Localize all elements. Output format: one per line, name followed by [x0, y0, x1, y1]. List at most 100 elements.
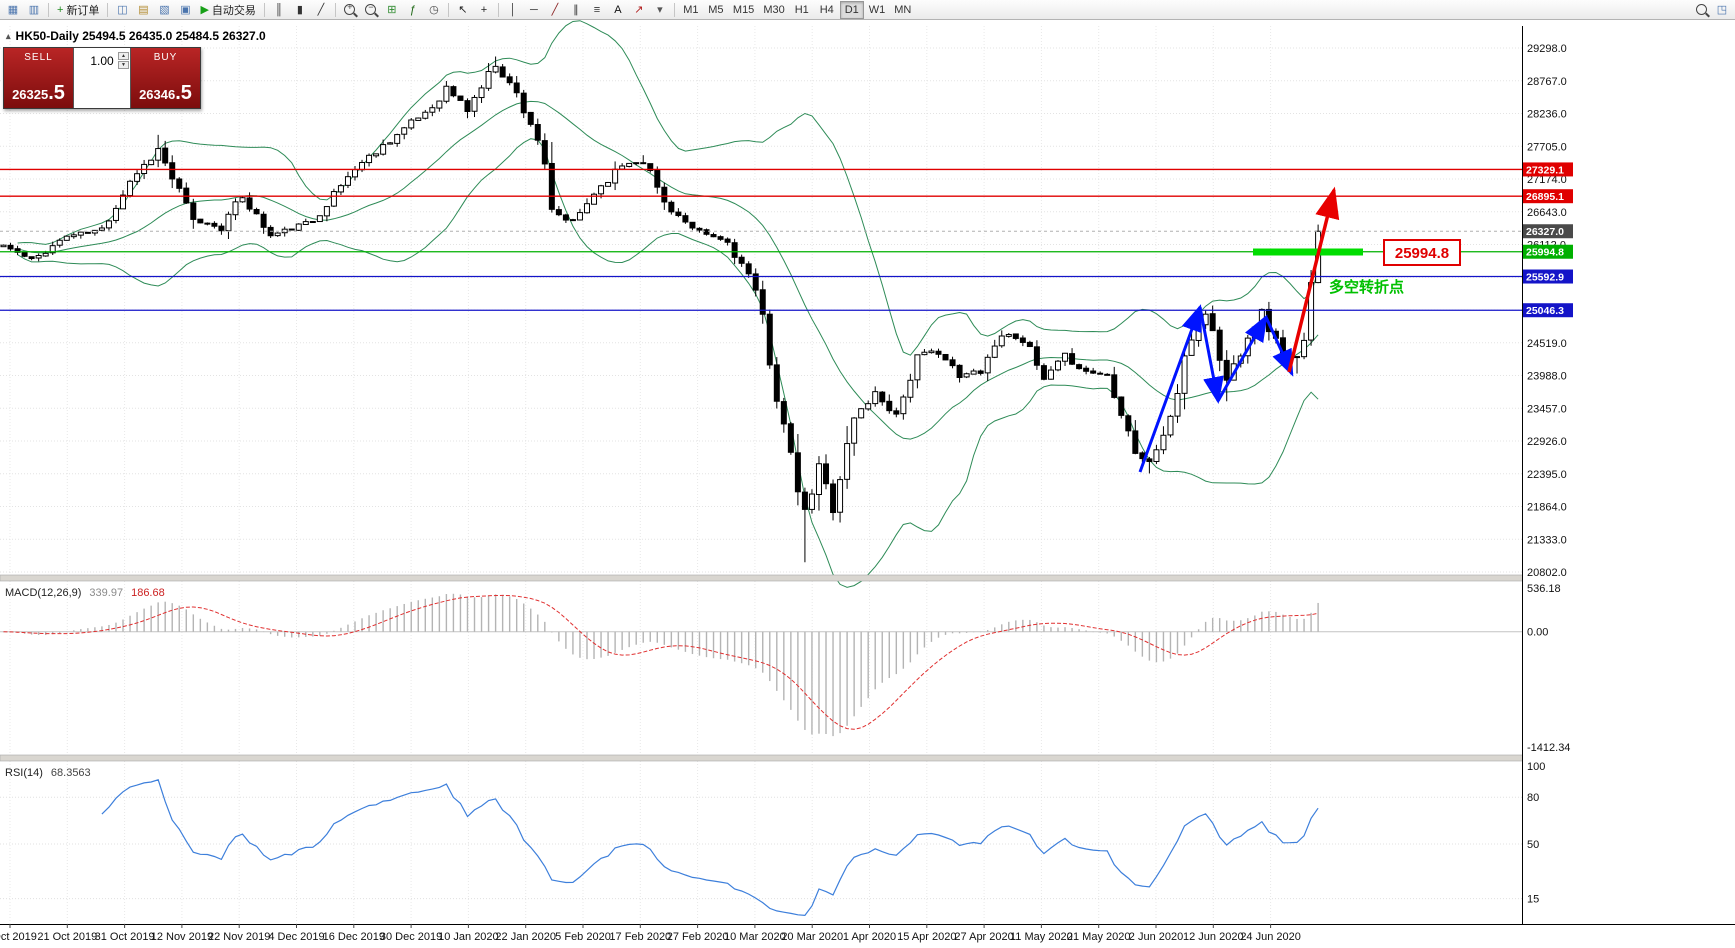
zoom-out-icon [365, 3, 377, 15]
terminal-button[interactable]: ▣ [175, 1, 195, 19]
tile-windows-button[interactable]: ⊞ [382, 1, 402, 19]
objects-dropdown-button[interactable]: ▾ [650, 1, 670, 19]
zig-zag-arrow-segment[interactable] [1216, 314, 1268, 402]
zoom-in-button[interactable] [340, 1, 360, 19]
price-scale[interactable]: 29298.0 28767.0 28236.0 27705.0 27174.0 26643… [1523, 43, 1573, 906]
zig-zag-arrow-segment[interactable] [1198, 306, 1224, 404]
search-button[interactable] [1691, 1, 1711, 19]
price-badge [1523, 269, 1573, 284]
macd-panel: MACD(12,26,9) 339.97 186.68 [0, 587, 1522, 737]
chart-title: ▴ HK50-Daily 25494.5 26435.0 25484.5 263… [6, 29, 266, 43]
new-chart-icon: ▦ [7, 4, 19, 16]
navigator-button[interactable]: ▧ [154, 1, 174, 19]
timeframe-h4-button[interactable]: H4 [815, 1, 839, 19]
volume-input[interactable] [83, 52, 121, 70]
timeframe-d1-button[interactable]: D1 [839, 0, 864, 19]
bullish-projection-arrow[interactable] [1287, 186, 1340, 373]
x-axis-label: 9 Oct 2019 [0, 931, 37, 943]
x-axis-label: 27 Feb 2020 [667, 931, 729, 943]
support-highlight-bar[interactable] [1253, 248, 1363, 256]
zig-zag-arrow-segment[interactable] [1138, 304, 1202, 473]
x-axis-label: 31 Oct 2019 [95, 931, 155, 943]
y-axis-label: 20802.0 [1527, 567, 1567, 579]
new-order-button[interactable]: + 新订单 [53, 1, 103, 19]
x-axis-label: 4 Dec 2019 [268, 931, 324, 943]
panel-splitter[interactable] [0, 574, 1735, 582]
x-axis-label: 10 Jan 2020 [438, 931, 499, 943]
timeframe-m1-button[interactable]: M1 [679, 1, 703, 19]
quick-help-button[interactable]: ◳ [1712, 1, 1732, 19]
price-badge [1523, 303, 1573, 318]
trendline-button[interactable]: ╱ [545, 1, 565, 19]
line-chart-button[interactable]: ╱ [311, 1, 331, 19]
sell-label: SELL [24, 52, 53, 63]
price-badge-label: 25994.8 [1526, 247, 1564, 259]
navigator-icon: ▧ [159, 4, 170, 16]
toolbar-separator [107, 2, 109, 17]
panel-splitter[interactable] [0, 754, 1735, 762]
timeframe-m15-button[interactable]: M15 [729, 1, 758, 19]
profiles-button[interactable]: ▥ [24, 1, 44, 19]
timeframe-mn-button[interactable]: MN [890, 1, 915, 19]
new-chart-button[interactable]: ▦ [3, 1, 23, 19]
annotations-layer: 25994.8 多空转折点 [1138, 186, 1461, 473]
rsi-panel: RSI(14) 68.3563 [0, 767, 1522, 917]
y-axis-label: 28236.0 [1527, 109, 1567, 121]
toolbar-separator [263, 2, 265, 17]
pivot-point-label: 多空转折点 [1329, 278, 1404, 296]
x-axis-label: 12 Nov 2019 [151, 931, 213, 943]
vertical-line-button[interactable]: │ [503, 1, 523, 19]
sell-button[interactable]: SELL 26325.5 [4, 48, 73, 108]
y-axis-label: -1412.34 [1527, 742, 1570, 754]
y-axis-label: 15 [1527, 894, 1539, 906]
timeframe-w1-button[interactable]: W1 [865, 1, 890, 19]
price-tag-box[interactable] [1383, 239, 1461, 266]
terminal-icon: ▣ [180, 4, 191, 16]
one-click-trading-panel: SELL 26325.5 ▲ ▼ BUY 26346.5 [3, 47, 201, 109]
auto-trading-button[interactable]: ▶ 自动交易 [196, 1, 259, 19]
current-price-badge-label: 26327.0 [1526, 226, 1564, 238]
crosshair-button[interactable]: + [474, 1, 494, 19]
candlestick-chart-button[interactable]: ▮ [290, 1, 310, 19]
quick-help-icon: ◳ [1716, 4, 1728, 16]
x-axis-label: 21 Oct 2019 [37, 931, 97, 943]
toolbar-separator [447, 2, 449, 17]
fibonacci-button[interactable]: ≡ [587, 1, 607, 19]
buy-price: 26346.5 [139, 82, 192, 104]
timeframe-m30-button[interactable]: M30 [759, 1, 788, 19]
zoom-out-button[interactable] [361, 1, 381, 19]
profiles-icon: ▥ [28, 4, 40, 16]
y-axis-label: 80 [1527, 792, 1539, 804]
x-axis-label: 10 Mar 2020 [724, 931, 786, 943]
buy-button[interactable]: BUY 26346.5 [131, 48, 200, 108]
timeframe-h1-button[interactable]: H1 [790, 1, 814, 19]
chart-windows-button[interactable]: ◫ [112, 1, 132, 19]
timeframe-m5-button[interactable]: M5 [704, 1, 728, 19]
indicators-button[interactable]: ƒ [403, 1, 423, 19]
chart-shift-marker-icon: ▴ [6, 30, 11, 41]
arrows-button[interactable]: ↗ [629, 1, 649, 19]
sell-price: 26325.5 [12, 82, 65, 104]
horizontal-line-button[interactable]: ─ [524, 1, 544, 19]
bar-chart-button[interactable]: ║ [269, 1, 289, 19]
chart-plot-area[interactable] [0, 26, 1522, 924]
price-badge-label: 25046.3 [1526, 305, 1564, 317]
volume-spinner: ▲ ▼ [118, 52, 129, 69]
text-button[interactable]: A [608, 1, 628, 19]
y-axis-label: 26643.0 [1527, 207, 1567, 219]
volume-down-button[interactable]: ▼ [118, 61, 129, 69]
zig-zag-arrow-segment[interactable] [1264, 316, 1294, 377]
periods-button[interactable]: ◷ [424, 1, 444, 19]
market-watch-button[interactable]: ▤ [133, 1, 153, 19]
price-badge-label: 25592.9 [1526, 272, 1564, 284]
cursor-button[interactable]: ↖ [453, 1, 473, 19]
channel-button[interactable]: ∥ [566, 1, 586, 19]
price-badge [1523, 244, 1573, 259]
search-icon [1695, 4, 1707, 15]
macd-label: MACD(12,26,9) 339.97 186.68 [5, 587, 165, 599]
x-axis-label: 22 Jan 2020 [495, 931, 556, 943]
x-axis-label: 30 Dec 2019 [380, 931, 442, 943]
volume-up-button[interactable]: ▲ [118, 52, 129, 60]
y-axis-label: 29298.0 [1527, 43, 1567, 55]
